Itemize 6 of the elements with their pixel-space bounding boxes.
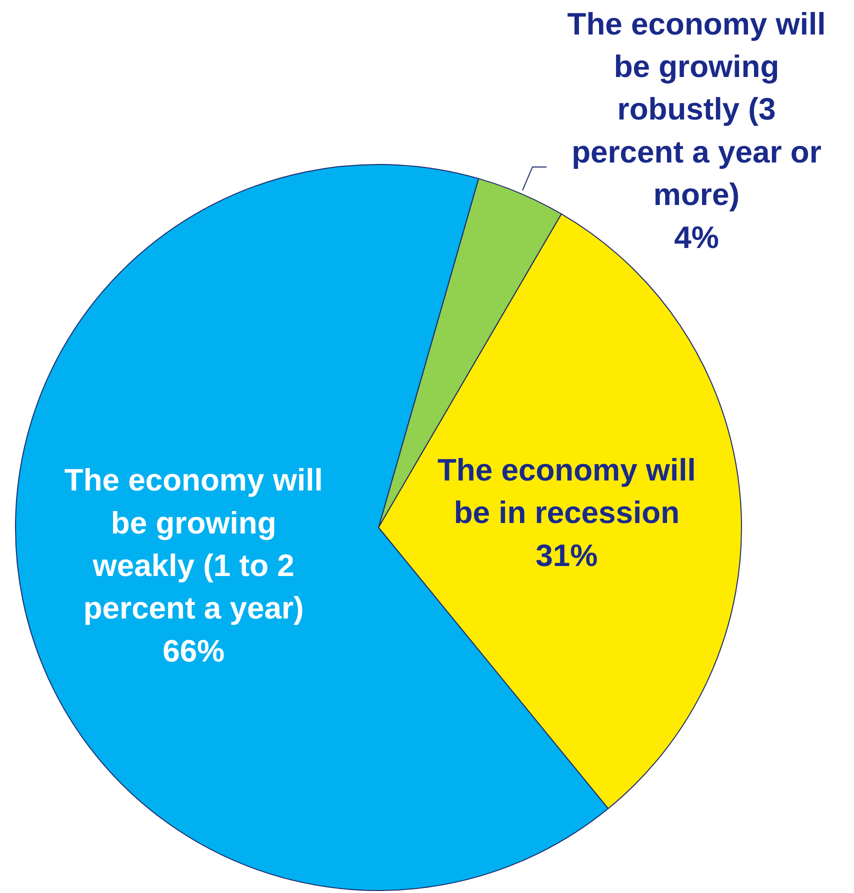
- data-label: 66%: [162, 633, 225, 668]
- data-label: 31%: [536, 538, 598, 573]
- slice-label: The economy will be growing weakly (1 to 2 percent a year): [64, 462, 323, 626]
- slice-label: The economy will be in recession: [437, 452, 696, 530]
- slice-label: The economy will be growing robustly (3 percent a year or more): [567, 6, 826, 212]
- data-label: 4%: [674, 220, 719, 255]
